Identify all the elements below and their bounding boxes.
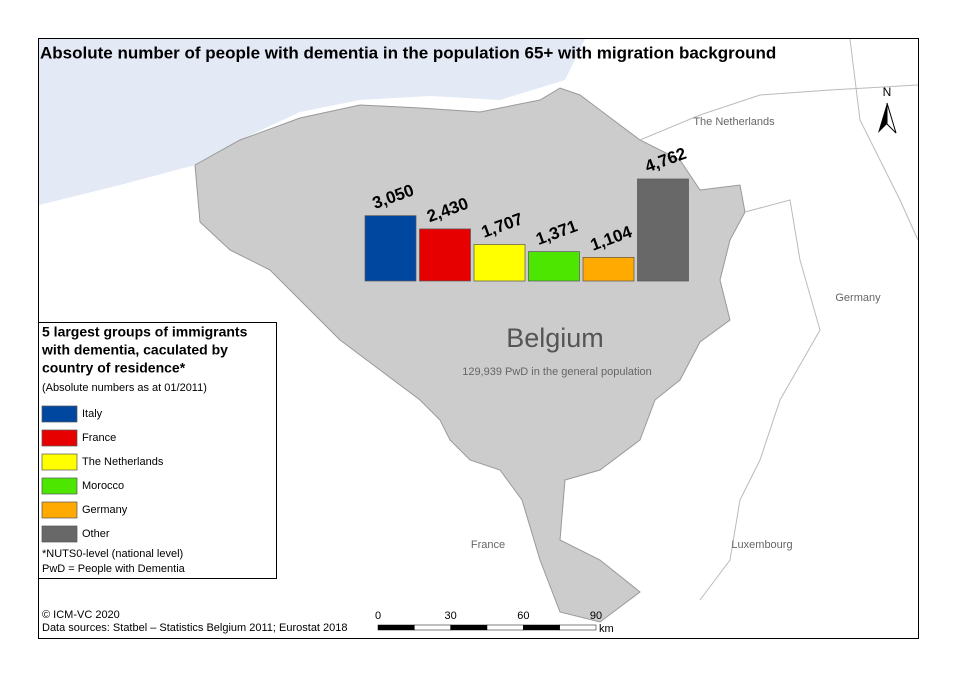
legend-label: Other [82,528,110,540]
scale-segment [486,624,524,631]
sea [39,39,585,205]
legend-label: Italy [82,408,103,420]
map-label: Germany [835,292,881,304]
legend-swatch [41,405,78,423]
legend-note: *NUTS0-level (national level) [42,548,183,560]
map-label: France [471,539,505,551]
map-label: The Netherlands [693,116,775,128]
legend-label: Morocco [82,480,124,492]
legend-label: France [82,432,116,444]
legend-title: 5 largest groups of immigrants [42,324,248,340]
scale-segment [523,624,560,631]
scale-segment [414,624,451,631]
credit: Data sources: Statbel – Statistics Belgi… [42,622,348,634]
bar [473,244,526,282]
scale-label: 90 [590,610,602,622]
north-arrow-left [878,103,887,133]
bar [364,215,417,282]
border-line [639,84,919,141]
bar [582,257,635,282]
bar [419,228,471,282]
north-arrow: N [878,85,897,134]
scale-segment [559,624,597,631]
belgium-shape [194,87,746,623]
scale-label: 60 [517,610,529,622]
bar [528,251,580,282]
scale-label: 30 [445,610,457,622]
legend-label: The Netherlands [82,456,164,468]
country-note: 129,939 PwD in the general population [462,366,652,378]
bar [637,178,689,282]
legend-box [38,322,277,579]
legend-swatch [41,525,78,543]
map-title: Absolute number of people with dementia … [40,43,776,62]
legend-title: with dementia, caculated by [41,342,228,358]
legend-swatch [41,501,78,519]
credit: © ICM-VC 2020 [42,609,120,621]
legend [38,322,277,579]
map-label: Luxembourg [731,539,792,551]
border-line [849,38,919,241]
legend-title: country of residence* [42,360,186,376]
north-arrow-right [886,102,897,134]
scale-segment [450,624,488,631]
scale-segment [377,624,415,631]
legend-label: Germany [82,504,128,516]
legend-swatch [41,477,78,495]
basemap [39,38,919,623]
scale-label: 0 [375,610,381,622]
border-line [699,199,821,601]
legend-swatch [41,453,78,471]
legend-note: PwD = People with Dementia [42,563,186,575]
north-label: N [883,85,892,99]
scale-unit: km [599,623,614,635]
country-label: Belgium [506,323,604,353]
legend-swatch [41,429,78,447]
legend-subtitle: (Absolute numbers as at 01/2011) [42,382,207,394]
